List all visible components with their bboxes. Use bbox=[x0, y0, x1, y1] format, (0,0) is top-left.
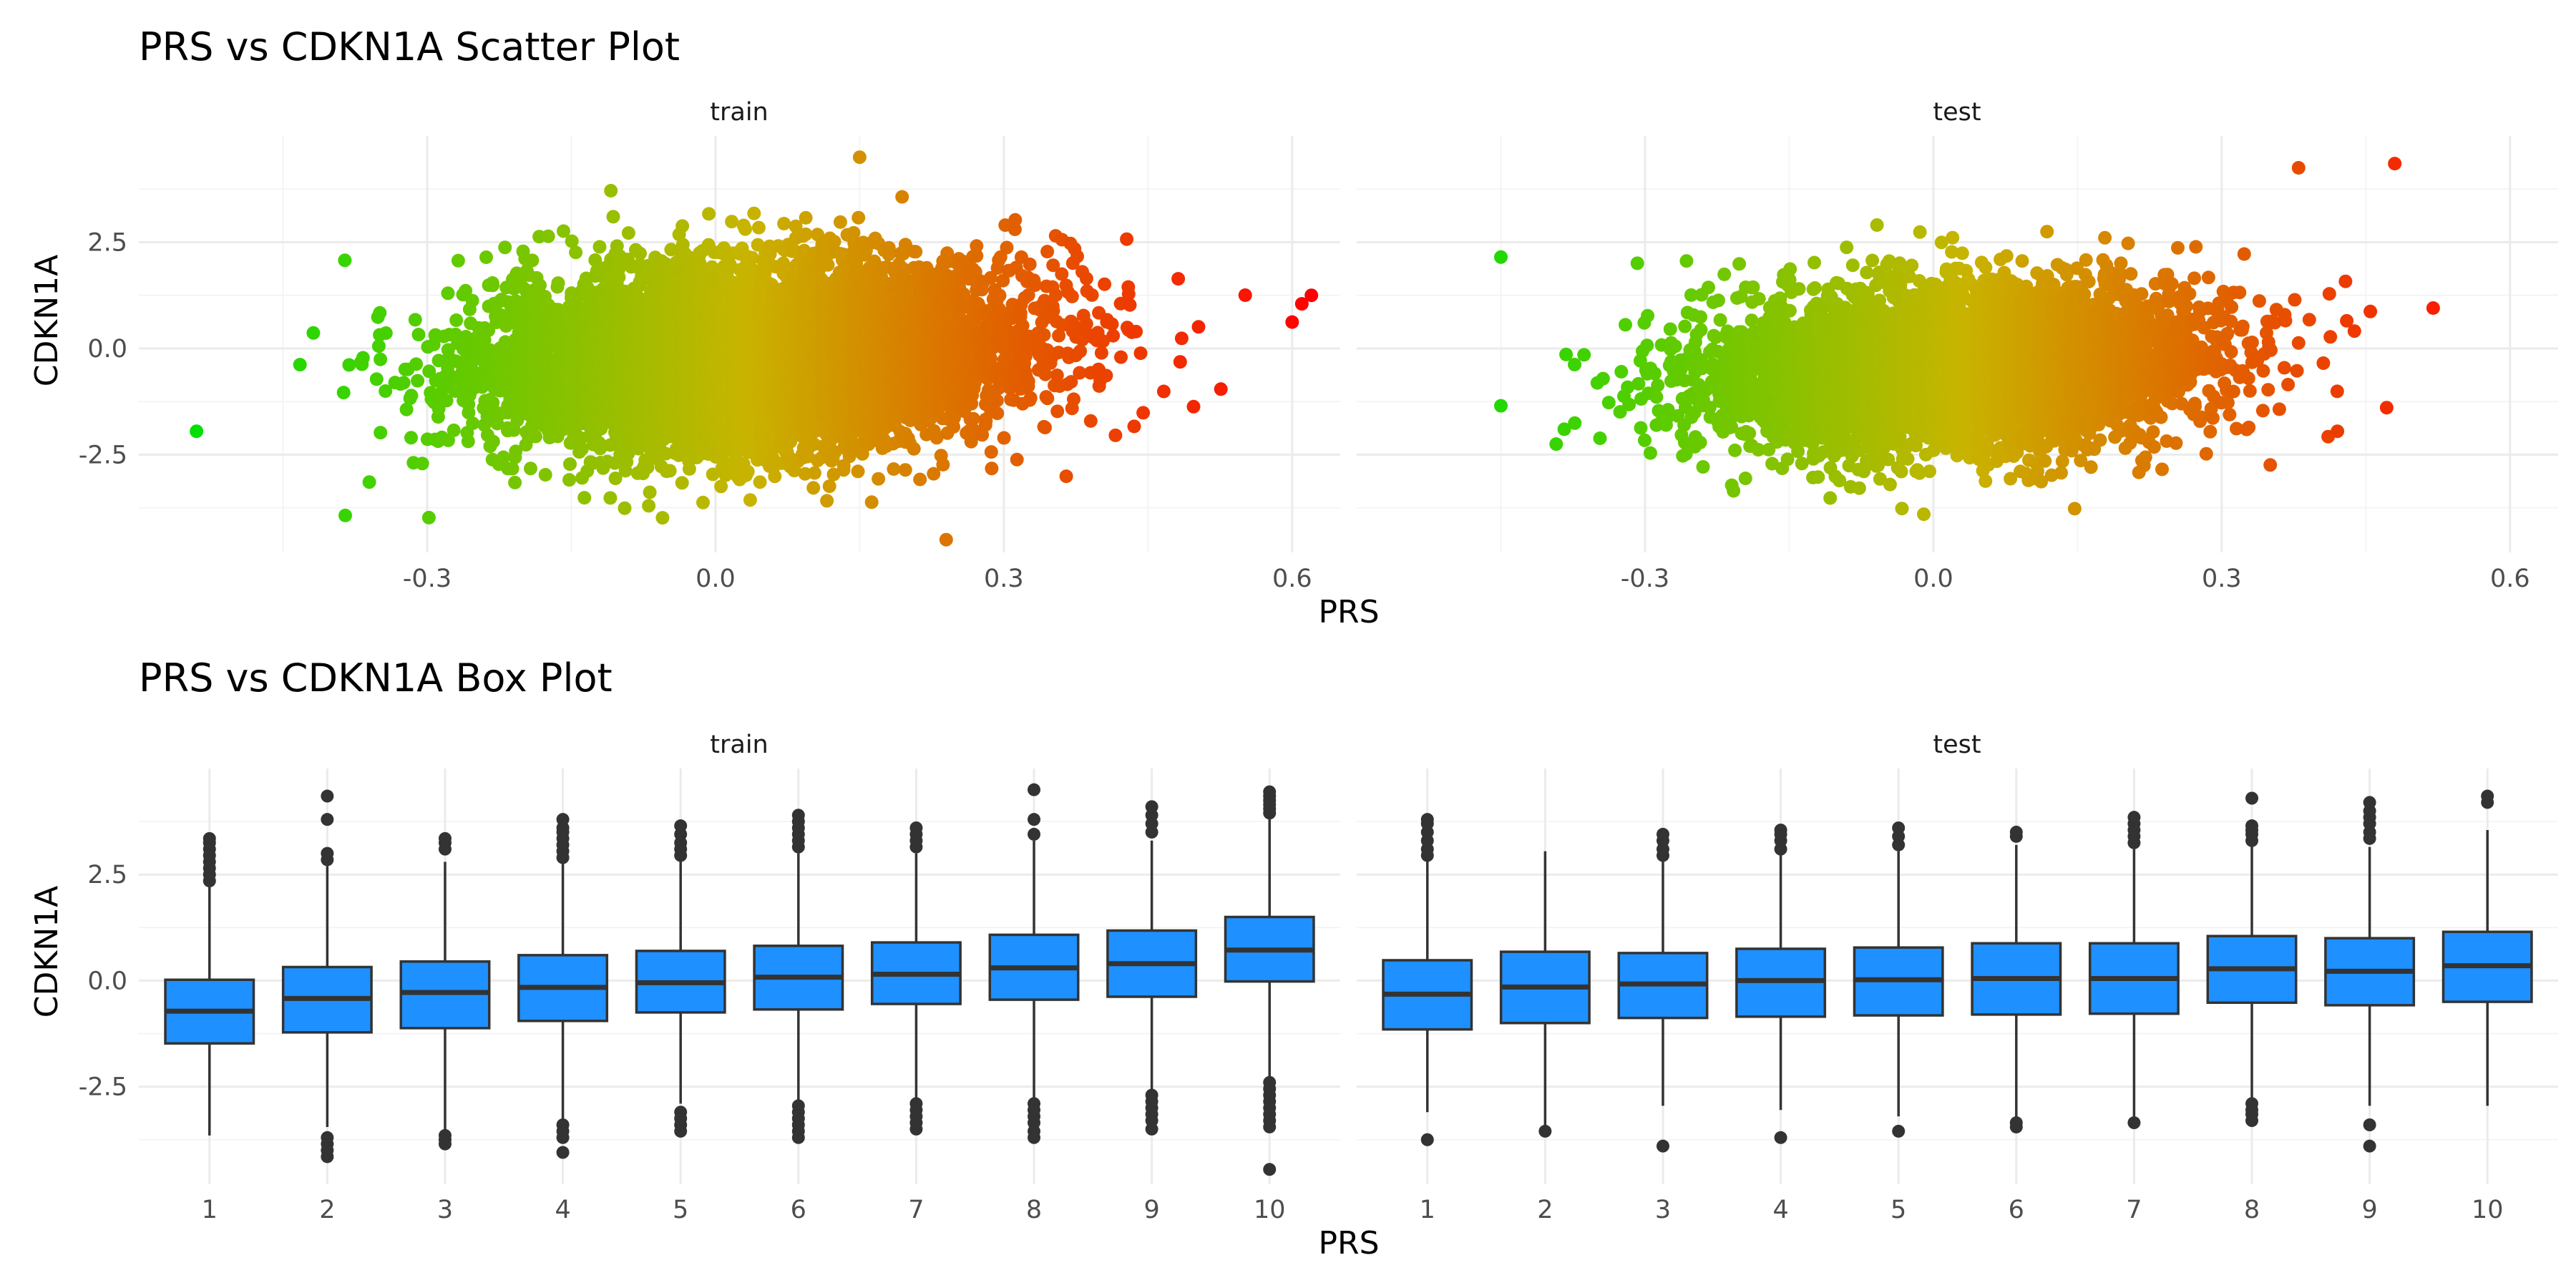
scatter-point bbox=[404, 431, 418, 445]
scatter-point bbox=[663, 464, 677, 478]
scatter-point bbox=[408, 313, 422, 327]
scatter-point bbox=[633, 246, 647, 260]
scatter-strip-train: train bbox=[710, 98, 768, 127]
scatter-point bbox=[751, 220, 766, 235]
scatter-point bbox=[399, 402, 414, 416]
scatter-point bbox=[509, 444, 523, 459]
scatter-point bbox=[293, 358, 307, 372]
scatter-point bbox=[696, 495, 710, 509]
scatter-point bbox=[807, 466, 821, 480]
scatter-point bbox=[306, 326, 321, 340]
scatter-point bbox=[806, 481, 821, 495]
scatter-point bbox=[592, 240, 607, 254]
scatter-point bbox=[643, 485, 657, 499]
scatter-point bbox=[557, 224, 570, 238]
scatter-point bbox=[373, 306, 387, 320]
scatter-point bbox=[338, 253, 352, 268]
scatter-point bbox=[362, 475, 376, 489]
scatter-point bbox=[415, 457, 429, 471]
scatter-point bbox=[741, 464, 755, 479]
scatter-point bbox=[621, 226, 635, 240]
scatter-point bbox=[190, 424, 204, 439]
scatter-point bbox=[529, 429, 542, 444]
scatter-point bbox=[510, 413, 525, 427]
scatter-point bbox=[747, 206, 761, 220]
scatter-point bbox=[508, 475, 522, 489]
scatter-point bbox=[404, 389, 419, 403]
scatter-point bbox=[577, 491, 592, 505]
scatter-point bbox=[497, 450, 510, 464]
scatter-point bbox=[768, 469, 782, 484]
scatter-point bbox=[451, 253, 465, 268]
scatter-point bbox=[486, 278, 499, 293]
scatter-point bbox=[342, 358, 356, 372]
scatter-point bbox=[702, 207, 716, 221]
scatter-point bbox=[459, 283, 473, 298]
scatter-point bbox=[411, 328, 426, 342]
scatter-point bbox=[374, 352, 388, 366]
scatter-point bbox=[421, 510, 436, 525]
scatter-point bbox=[379, 384, 393, 398]
scatter-point bbox=[604, 184, 618, 197]
scatter-point bbox=[462, 406, 476, 420]
scatter-point bbox=[336, 386, 351, 400]
scatter-point bbox=[799, 227, 813, 241]
scatter-point bbox=[379, 326, 393, 340]
scatter-point bbox=[524, 462, 537, 476]
scatter-panel-train: train -0.3 0.0 0.3 0.6-2.50.02.5 bbox=[79, 98, 1340, 593]
scatter-point bbox=[449, 313, 464, 327]
scatter-point bbox=[411, 374, 425, 388]
scatter-point bbox=[439, 394, 454, 408]
scatter-point bbox=[612, 270, 626, 284]
scatter-point bbox=[371, 339, 386, 353]
scatter-points bbox=[190, 150, 1319, 547]
scatter-point bbox=[799, 210, 813, 225]
scatter-point bbox=[486, 396, 500, 410]
scatter-point bbox=[563, 457, 577, 472]
scatter-point bbox=[538, 468, 552, 482]
scatter-point bbox=[618, 501, 632, 515]
scatter-point bbox=[374, 426, 388, 440]
scatter-point bbox=[551, 276, 565, 291]
scatter-point bbox=[603, 491, 618, 505]
scatter-point bbox=[525, 253, 540, 268]
scatter-point bbox=[655, 511, 670, 525]
scatter-point bbox=[466, 416, 480, 431]
scatter-point bbox=[533, 278, 547, 293]
scatter-point bbox=[498, 240, 512, 255]
scatter-point bbox=[562, 473, 577, 487]
scatter-point bbox=[738, 222, 752, 236]
scatter-point bbox=[682, 462, 696, 476]
scatter-point bbox=[569, 245, 583, 260]
scatter-point bbox=[369, 372, 384, 386]
scatter-point bbox=[675, 219, 690, 233]
scatter-point bbox=[447, 423, 461, 437]
scatter-point bbox=[541, 229, 555, 243]
scatter-point bbox=[753, 475, 767, 489]
scatter-point bbox=[820, 494, 834, 508]
scatter-point bbox=[642, 499, 656, 513]
scatter-point bbox=[338, 508, 352, 522]
scatter-point bbox=[441, 286, 455, 301]
scatter-point bbox=[356, 351, 370, 365]
scatter-point bbox=[777, 217, 791, 230]
scatter-point bbox=[479, 250, 493, 264]
scatter-point bbox=[606, 210, 620, 224]
scatter-point bbox=[461, 434, 475, 449]
scatter-point bbox=[725, 215, 739, 229]
scatter-plot-title: PRS vs CDKN1A Scatter Plot bbox=[139, 24, 680, 69]
scatter-point bbox=[396, 376, 411, 390]
scatter-point bbox=[486, 434, 500, 449]
scatter-point bbox=[465, 293, 479, 308]
scatter-point bbox=[409, 357, 424, 371]
scatter-point bbox=[441, 433, 455, 447]
scatter-point bbox=[675, 476, 689, 490]
scatter-point bbox=[743, 493, 757, 507]
scatter-point bbox=[505, 462, 519, 476]
